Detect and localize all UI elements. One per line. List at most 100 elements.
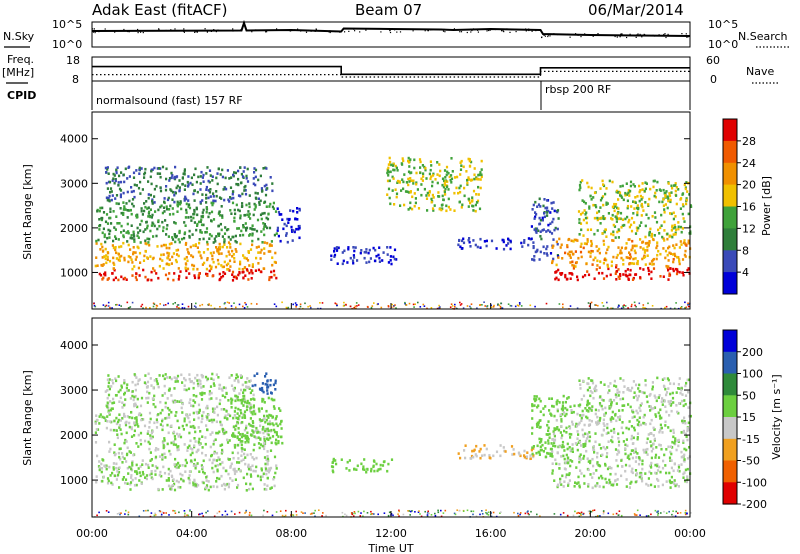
heatmap-cell <box>175 249 178 252</box>
heatmap-cell <box>180 373 183 377</box>
heatmap-cell <box>439 306 441 308</box>
heatmap-cell <box>630 480 633 484</box>
heatmap-cell <box>102 263 105 266</box>
heatmap-cell <box>297 227 300 231</box>
heatmap-cell <box>232 425 236 428</box>
heatmap-cell <box>121 401 124 404</box>
heatmap-cell <box>544 441 547 444</box>
heatmap-cell <box>588 402 591 405</box>
heatmap-cell <box>606 301 608 304</box>
heatmap-cell <box>216 182 219 186</box>
heatmap-cell <box>529 454 532 457</box>
heatmap-cell <box>582 454 586 458</box>
heatmap-cell <box>664 424 667 427</box>
noise-search-point <box>580 36 582 38</box>
heatmap-cell <box>566 244 569 247</box>
heatmap-cell <box>620 196 624 199</box>
heatmap-cell <box>386 171 389 175</box>
heatmap-cell <box>152 267 155 270</box>
heatmap-cell <box>244 213 247 217</box>
heatmap-cell <box>617 236 620 239</box>
heatmap-cell <box>626 215 629 219</box>
heatmap-cell <box>667 268 670 272</box>
heatmap-cell <box>687 390 690 394</box>
heatmap-cell <box>664 203 667 206</box>
heatmap-cell <box>116 513 119 515</box>
heatmap-cell <box>246 180 250 183</box>
heatmap-cell <box>292 209 295 213</box>
heatmap-cell <box>219 173 222 176</box>
heatmap-cell <box>590 419 593 423</box>
heatmap-cell <box>591 381 595 385</box>
heatmap-cell <box>492 306 495 308</box>
heatmap-cell <box>150 169 153 173</box>
heatmap-cell <box>122 403 126 407</box>
heatmap-cell <box>646 241 649 245</box>
heatmap-cell <box>592 509 594 512</box>
heatmap-cell <box>259 443 263 446</box>
heatmap-cell <box>118 245 121 249</box>
heatmap-cell <box>162 444 165 447</box>
heatmap-cell <box>679 198 682 201</box>
heatmap-cell <box>209 385 213 388</box>
heatmap-cell <box>602 513 605 515</box>
heatmap-cell <box>244 302 246 304</box>
heatmap-cell <box>393 257 396 261</box>
heatmap-cell <box>254 469 257 473</box>
heatmap-cell <box>198 272 201 275</box>
noise-search-point <box>685 33 687 35</box>
heatmap-cell <box>555 419 558 422</box>
heatmap-cell <box>163 392 166 395</box>
heatmap-cell <box>215 420 218 424</box>
heatmap-cell <box>619 211 623 215</box>
heatmap-cell <box>645 515 648 517</box>
heatmap-cell <box>183 417 186 420</box>
heatmap-cell <box>243 266 247 269</box>
y-tick-label: 1000 <box>60 474 88 487</box>
noise-search-point <box>424 30 426 32</box>
heatmap-cell <box>351 513 353 516</box>
heatmap-cell <box>133 265 136 268</box>
heatmap-cell <box>124 423 128 427</box>
heatmap-cell <box>129 481 133 484</box>
heatmap-cell <box>245 509 247 512</box>
heatmap-cell <box>121 478 124 481</box>
heatmap-cell <box>610 307 612 310</box>
heatmap-cell <box>272 201 275 205</box>
heatmap-cell <box>266 427 269 431</box>
heatmap-cell <box>119 419 122 422</box>
heatmap-cell <box>650 260 654 263</box>
heatmap-cell <box>105 181 108 185</box>
heatmap-cell <box>625 242 628 245</box>
heatmap-cell <box>296 218 299 221</box>
heatmap-cell <box>447 205 450 209</box>
heatmap-cell <box>577 210 581 213</box>
heatmap-cell <box>471 200 474 203</box>
heatmap-cell <box>431 207 435 210</box>
heatmap-cell <box>294 302 297 304</box>
noise-search-point <box>502 30 504 32</box>
heatmap-cell <box>596 211 599 215</box>
heatmap-cell <box>252 457 256 461</box>
heatmap-cell <box>151 198 154 201</box>
heatmap-cell <box>128 425 131 429</box>
heatmap-cell <box>249 473 252 476</box>
heatmap-cell <box>150 512 153 514</box>
heatmap-cell <box>517 305 520 307</box>
heatmap-cell <box>531 409 534 412</box>
heatmap-cell <box>572 514 575 517</box>
heatmap-cell <box>232 468 235 471</box>
heatmap-cell <box>133 235 136 238</box>
heatmap-cell <box>164 304 167 306</box>
noise-search-point <box>667 33 669 35</box>
heatmap-cell <box>206 377 210 381</box>
heatmap-cell <box>586 432 589 436</box>
heatmap-cell <box>396 169 399 172</box>
heatmap-cell <box>144 228 147 231</box>
heatmap-cell <box>674 233 677 236</box>
heatmap-cell <box>191 448 194 451</box>
heatmap-cell <box>386 193 389 196</box>
heatmap-cell <box>249 403 252 407</box>
cpid-strip: normalsound (fast) 157 RF rbsp 200 RF <box>91 81 691 110</box>
heatmap-cell <box>654 216 657 219</box>
